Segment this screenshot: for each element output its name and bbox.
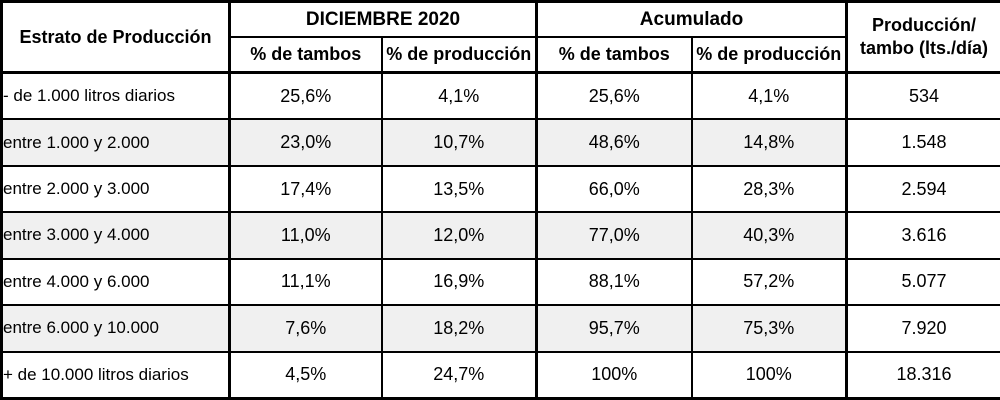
table-row: - de 1.000 litros diarios 25,6% 4,1% 25,… <box>0 71 1000 121</box>
acum-tambos-value: 95,7% <box>535 304 693 353</box>
dic-tambos-value: 11,0% <box>228 211 383 260</box>
row-label: entre 2.000 y 3.000 <box>0 164 231 214</box>
header-row-groups: Estrato de Producción DICIEMBRE 2020 Acu… <box>0 0 1000 74</box>
row-label: entre 4.000 y 6.000 <box>0 257 231 307</box>
dic-tambos-value: 23,0% <box>228 118 383 167</box>
produccion-tambo-value: 7.920 <box>845 304 1000 353</box>
row-label: + de 10.000 litros diarios <box>0 350 231 400</box>
column-header-acum-tambos: % de tambos <box>535 36 693 74</box>
produccion-tambo-value: 2.594 <box>845 164 1000 214</box>
acum-tambos-value: 77,0% <box>535 211 693 260</box>
table-row: entre 2.000 y 3.000 17,4% 13,5% 66,0% 28… <box>0 164 1000 214</box>
row-label: entre 6.000 y 10.000 <box>0 304 231 353</box>
dic-produccion-value: 18,2% <box>380 304 538 353</box>
produccion-tambo-line2: tambo (lts./día) <box>860 38 989 58</box>
acum-produccion-value: 57,2% <box>690 257 848 307</box>
acum-produccion-value: 40,3% <box>690 211 848 260</box>
acum-produccion-value: 4,1% <box>690 71 848 121</box>
dic-produccion-value: 12,0% <box>380 211 538 260</box>
dic-produccion-value: 10,7% <box>380 118 538 167</box>
acum-tambos-value: 66,0% <box>535 164 693 214</box>
table-row: entre 1.000 y 2.000 23,0% 10,7% 48,6% 14… <box>0 118 1000 167</box>
column-header-dic-produccion: % de producción <box>380 36 538 74</box>
dic-tambos-value: 11,1% <box>228 257 383 307</box>
row-label: entre 3.000 y 4.000 <box>0 211 231 260</box>
column-header-acum-produccion: % de producción <box>690 36 848 74</box>
row-label: - de 1.000 litros diarios <box>0 71 231 121</box>
dic-produccion-value: 4,1% <box>380 71 538 121</box>
acum-tambos-value: 100% <box>535 350 693 400</box>
table-row: entre 4.000 y 6.000 11,1% 16,9% 88,1% 57… <box>0 257 1000 307</box>
dic-tambos-value: 4,5% <box>228 350 383 400</box>
acum-produccion-value: 75,3% <box>690 304 848 353</box>
dic-produccion-value: 24,7% <box>380 350 538 400</box>
column-header-dic-tambos: % de tambos <box>228 36 383 74</box>
dic-tambos-value: 7,6% <box>228 304 383 353</box>
produccion-tambo-value: 534 <box>845 71 1000 121</box>
column-group-acumulado: Acumulado <box>535 0 848 38</box>
acum-produccion-value: 14,8% <box>690 118 848 167</box>
dic-produccion-value: 16,9% <box>380 257 538 307</box>
acum-produccion-value: 100% <box>690 350 848 400</box>
produccion-tambo-line1: Producción/ <box>872 14 977 35</box>
row-label: entre 1.000 y 2.000 <box>0 118 231 167</box>
table-row: + de 10.000 litros diarios 4,5% 24,7% 10… <box>0 350 1000 400</box>
column-header-estrato: Estrato de Producción <box>0 0 231 74</box>
header-row-subcolumns: % de tambos % de producción % de tambos … <box>2 36 1000 74</box>
produccion-tambo-value: 3.616 <box>845 211 1000 260</box>
acum-tambos-value: 25,6% <box>535 71 693 121</box>
column-header-produccion-tambo: Producción/ tambo (lts./día) <box>845 0 1000 74</box>
dic-produccion-value: 13,5% <box>380 164 538 214</box>
column-group-diciembre-2020: DICIEMBRE 2020 <box>227 0 538 38</box>
table-row: entre 6.000 y 10.000 7,6% 18,2% 95,7% 75… <box>0 304 1000 353</box>
acum-tambos-value: 88,1% <box>535 257 693 307</box>
dic-tambos-value: 25,6% <box>228 71 383 121</box>
acum-tambos-value: 48,6% <box>535 118 693 167</box>
produccion-tambo-value: 18.316 <box>845 350 1000 400</box>
table-row: entre 3.000 y 4.000 11,0% 12,0% 77,0% 40… <box>0 211 1000 260</box>
dic-tambos-value: 17,4% <box>228 164 383 214</box>
produccion-tambo-value: 5.077 <box>845 257 1000 307</box>
acum-produccion-value: 28,3% <box>690 164 848 214</box>
produccion-tambo-value: 1.548 <box>845 118 1000 167</box>
